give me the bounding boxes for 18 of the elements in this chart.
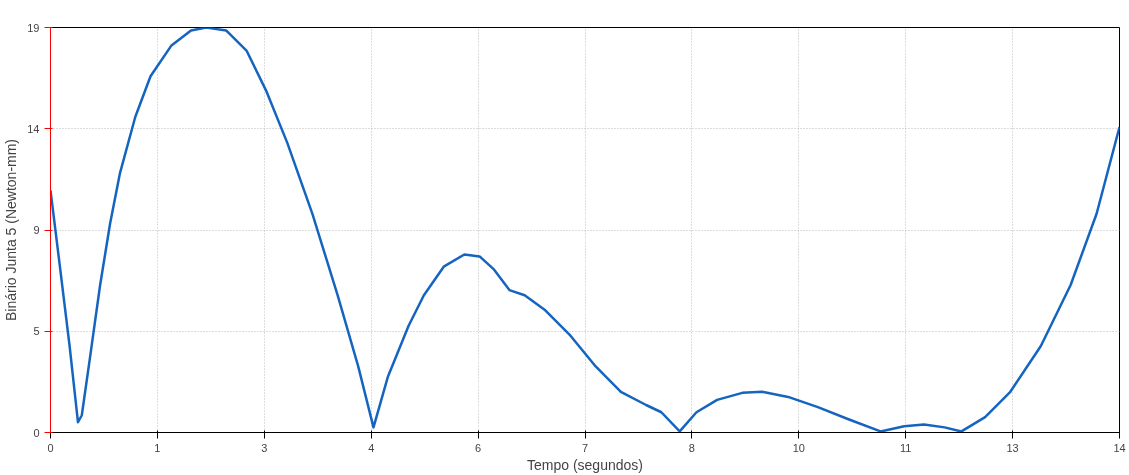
y-axis-title: Binário Junta 5 (Newton-mm) — [3, 138, 20, 322]
x-tick-label: 10 — [792, 441, 805, 454]
x-tick-label: 6 — [475, 441, 482, 454]
y-tick-label: 5 — [33, 325, 40, 338]
x-tick-label: 11 — [899, 441, 912, 454]
x-axis-title: Tempo (segundos) — [527, 456, 643, 473]
x-tick-label: 0 — [47, 441, 54, 454]
y-tick-label: 14 — [27, 122, 40, 135]
x-tick-label: 8 — [688, 441, 695, 454]
x-tick-label: 13 — [1006, 441, 1019, 454]
y-tick-label: 0 — [33, 426, 40, 439]
x-tick-label: 1 — [154, 441, 161, 454]
x-tick-label: 7 — [581, 441, 589, 454]
x-tick-label: 14 — [1113, 441, 1126, 454]
x-tick-label: 3 — [261, 441, 268, 454]
y-tick-label: 19 — [27, 21, 40, 34]
x-tick-label: 4 — [368, 441, 375, 454]
y-tick-label: 9 — [33, 224, 40, 236]
